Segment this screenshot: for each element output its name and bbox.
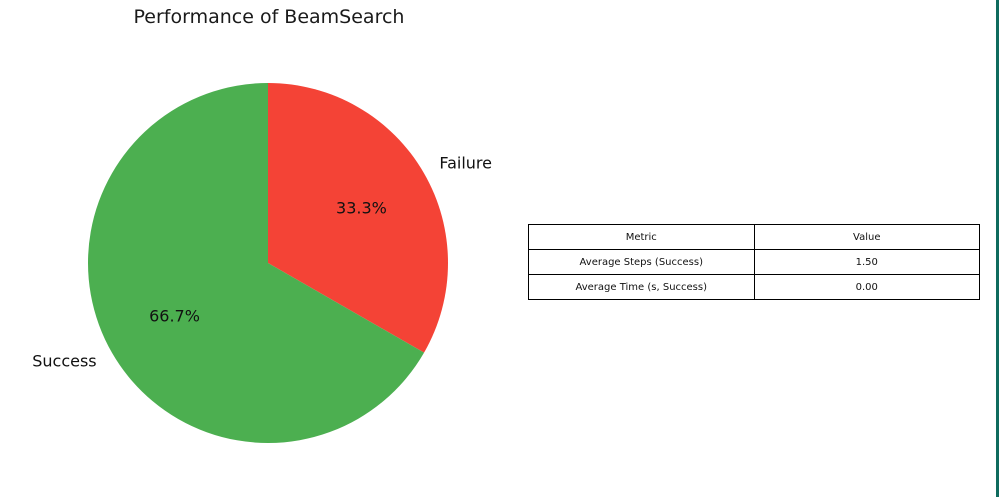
pie-pct-label-success: 66.7% — [149, 307, 200, 326]
table-cell-metric: Average Time (s, Success) — [528, 274, 755, 300]
window-right-border — [996, 0, 999, 497]
table-header-row: Metric Value — [528, 224, 981, 250]
metrics-table: Metric Value Average Steps (Success) 1.5… — [528, 224, 981, 300]
pie-pct-label-failure: 33.3% — [336, 198, 387, 217]
chart-title: Performance of BeamSearch — [133, 6, 405, 28]
table-row: Average Steps (Success) 1.50 — [528, 249, 981, 275]
pie-slice-success — [88, 82, 425, 443]
pie-slice-failure — [268, 83, 448, 353]
pie-chart: 33.3% Failure 66.7% Success — [32, 82, 492, 443]
table-cell-value: 1.50 — [753, 249, 981, 275]
header-metric: Metric — [528, 224, 755, 250]
table-cell-value: 0.00 — [753, 274, 981, 300]
pie-category-label-success: Success — [32, 352, 96, 371]
table-row: Average Time (s, Success) 0.00 — [528, 274, 981, 300]
pie-category-label-failure: Failure — [439, 153, 492, 172]
table-cell-metric: Average Steps (Success) — [528, 249, 755, 275]
header-value: Value — [753, 224, 981, 250]
